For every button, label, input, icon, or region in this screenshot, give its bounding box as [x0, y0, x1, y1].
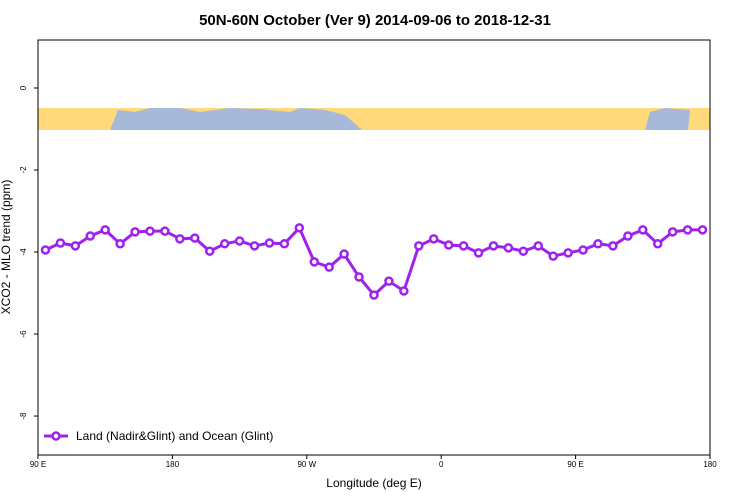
y-tick-label: 0: [19, 85, 28, 90]
x-axis-label: Longitude (deg E): [326, 476, 421, 490]
data-point: [279, 239, 290, 249]
data-point: [548, 251, 558, 261]
data-point: [369, 290, 379, 300]
data-point: [324, 262, 334, 272]
map-ocean: [645, 108, 690, 130]
y-axis-label: XCO2 - MLO trend (ppm): [0, 180, 13, 315]
data-point: [593, 239, 603, 249]
x-tick-label: 180: [166, 460, 180, 469]
data-point: [175, 234, 185, 244]
data-point: [682, 225, 693, 235]
data-point: [130, 227, 140, 237]
data-point: [190, 233, 200, 243]
data-point: [578, 245, 588, 255]
data-point: [399, 286, 409, 296]
data-point: [563, 248, 573, 258]
data-point: [70, 241, 81, 251]
data-point: [204, 246, 215, 256]
data-point: [503, 243, 514, 253]
data-point: [533, 241, 544, 251]
data-point: [667, 227, 678, 237]
data-point: [294, 223, 305, 233]
y-tick-label: -4: [19, 248, 28, 256]
x-tick-label: 90 E: [567, 460, 583, 469]
data-point: [249, 241, 260, 251]
y-tick-label: -8: [19, 412, 28, 420]
data-point: [354, 272, 364, 282]
data-point: [608, 241, 618, 251]
data-point: [264, 238, 275, 248]
x-tick-label: 90 E: [30, 460, 46, 469]
data-point: [638, 225, 648, 235]
data-point: [488, 241, 499, 251]
data-point: [473, 248, 484, 258]
data-point: [100, 225, 110, 235]
data-point: [40, 245, 51, 255]
data-point: [697, 225, 708, 235]
data-point: [339, 249, 349, 259]
legend-label: Land (Nadir&Glint) and Ocean (Glint): [76, 429, 273, 443]
data-point: [145, 226, 155, 236]
data-point: [85, 231, 96, 241]
y-tick-label: -2: [19, 166, 28, 174]
data-point: [160, 226, 170, 236]
y-tick-label: -6: [19, 330, 28, 338]
x-tick-label: 180: [703, 460, 717, 469]
data-point: [115, 239, 125, 249]
plot-frame: [37, 39, 711, 456]
data-point: [414, 241, 424, 251]
map-ocean: [110, 108, 362, 130]
data-point: [443, 240, 454, 250]
map-band: [38, 108, 710, 130]
series-line: [44, 225, 703, 298]
data-point: [309, 257, 320, 267]
x-tick-label: 0: [439, 460, 444, 469]
data-point: [458, 241, 469, 251]
data-point: [428, 234, 439, 244]
data-point: [384, 276, 394, 286]
x-tick-label: 90 W: [297, 460, 316, 469]
data-point: [623, 231, 633, 241]
data-point: [518, 246, 529, 256]
data-point: [219, 239, 230, 249]
data-point: [234, 236, 245, 246]
data-point: [55, 238, 66, 248]
chart-title: 50N-60N October (Ver 9) 2014-09-06 to 20…: [199, 12, 551, 29]
data-point: [652, 239, 663, 249]
legend-swatch: [51, 431, 61, 441]
